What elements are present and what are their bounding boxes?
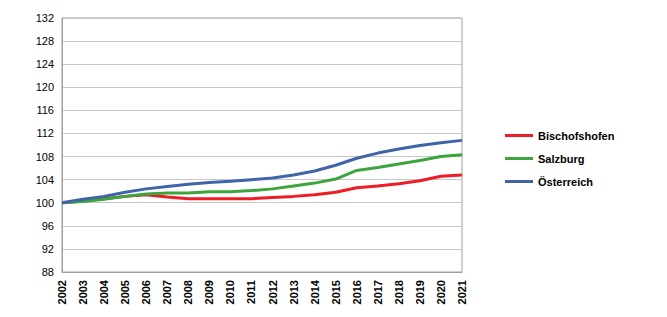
svg-text:Bischofshofen: Bischofshofen [538, 130, 615, 142]
svg-text:2017: 2017 [372, 280, 384, 304]
svg-text:2008: 2008 [182, 280, 194, 304]
svg-text:2010: 2010 [224, 280, 236, 304]
svg-text:2003: 2003 [77, 280, 89, 304]
svg-text:2015: 2015 [330, 280, 342, 304]
svg-text:88: 88 [42, 266, 54, 278]
svg-text:104: 104 [36, 174, 54, 186]
svg-text:132: 132 [36, 12, 54, 24]
svg-text:92: 92 [42, 243, 54, 255]
svg-text:2012: 2012 [267, 280, 279, 304]
svg-text:2005: 2005 [119, 280, 131, 304]
svg-text:128: 128 [36, 35, 54, 47]
svg-text:2021: 2021 [456, 280, 468, 304]
svg-text:120: 120 [36, 81, 54, 93]
svg-text:2019: 2019 [414, 280, 426, 304]
svg-text:Österreich: Österreich [538, 176, 593, 188]
svg-text:2020: 2020 [435, 280, 447, 304]
svg-text:2013: 2013 [288, 280, 300, 304]
svg-text:108: 108 [36, 151, 54, 163]
svg-text:2006: 2006 [140, 280, 152, 304]
svg-text:2004: 2004 [98, 279, 110, 304]
svg-text:2011: 2011 [245, 280, 257, 304]
svg-text:2007: 2007 [161, 280, 173, 304]
svg-text:116: 116 [36, 104, 54, 116]
svg-text:Salzburg: Salzburg [538, 153, 584, 165]
svg-text:2002: 2002 [56, 280, 68, 304]
svg-text:124: 124 [36, 58, 54, 70]
svg-text:2014: 2014 [309, 279, 321, 304]
svg-text:112: 112 [36, 127, 54, 139]
svg-text:2018: 2018 [393, 280, 405, 304]
svg-text:96: 96 [42, 220, 54, 232]
svg-text:100: 100 [36, 197, 54, 209]
svg-text:2016: 2016 [351, 280, 363, 304]
svg-text:2009: 2009 [203, 280, 215, 304]
